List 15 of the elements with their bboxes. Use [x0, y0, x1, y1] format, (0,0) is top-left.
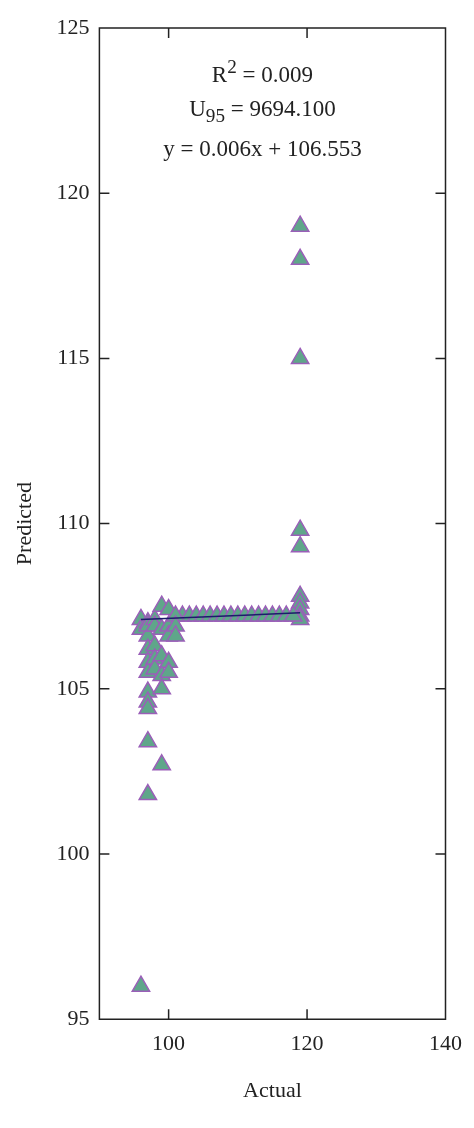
y-tick-label: 105	[56, 674, 90, 700]
annotation: R$^{2}$ = 0.009	[210, 55, 314, 89]
y-tick-label: 125	[56, 13, 90, 39]
y-axis-title: Predicted	[10, 482, 36, 566]
annotation: U$_{95}$ = 9694.100	[188, 94, 337, 128]
y-tick-label: 110	[57, 509, 90, 535]
x-axis-title: Actual	[243, 1076, 302, 1102]
y-tick-label: 115	[57, 344, 90, 370]
y-tick-label: 95	[67, 1004, 90, 1030]
x-tick-label: 100	[152, 1030, 186, 1056]
annotation: y = 0.006x + 106.553	[163, 135, 362, 164]
y-tick-label: 100	[56, 839, 90, 865]
y-tick-label: 120	[56, 178, 90, 204]
x-tick-label: 120	[290, 1030, 324, 1056]
x-tick-label: 140	[429, 1030, 462, 1056]
